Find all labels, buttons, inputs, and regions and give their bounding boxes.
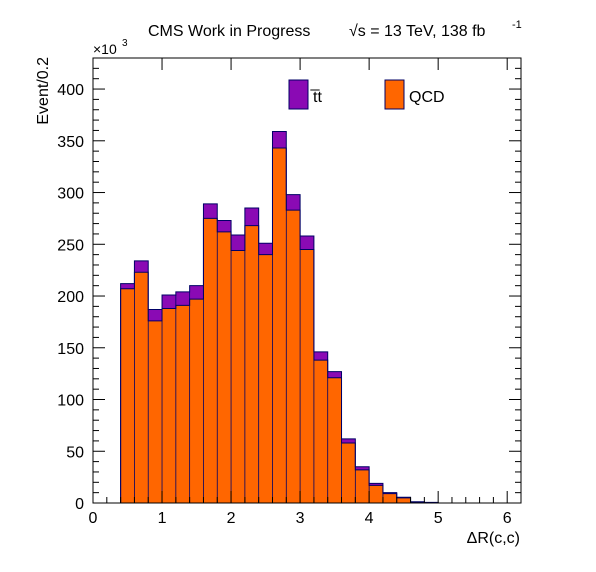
bar-ttbar (258, 243, 273, 255)
x-tick-label: 0 (89, 510, 98, 527)
bar-ttbar (300, 236, 314, 250)
bar-qcd (217, 231, 232, 503)
y-tick-label: 400 (57, 82, 84, 99)
bar-qcd (162, 308, 176, 503)
y-tick-label: 350 (57, 134, 84, 151)
x-tick-label: 5 (434, 510, 443, 527)
y-tick-label: 0 (75, 496, 84, 513)
bar-qcd (244, 225, 259, 503)
bar-ttbar (134, 260, 149, 273)
bar-qcd (148, 320, 163, 503)
bar-ttbar (382, 492, 397, 494)
x-tick-label: 2 (227, 510, 236, 527)
bar-qcd (355, 469, 370, 503)
plot-frame (92, 57, 522, 504)
bar-qcd (327, 377, 342, 503)
bar-ttbar (231, 234, 245, 251)
y-tick-label: 150 (57, 341, 84, 358)
bar-ttbar (120, 283, 135, 289)
y-tick-label: 100 (57, 393, 84, 410)
bar-qcd (175, 305, 190, 503)
bar-qcd (272, 148, 287, 503)
bar-ttbar (272, 131, 287, 149)
bars-group (120, 130, 439, 503)
bar-ttbar (148, 309, 163, 321)
legend-swatch (288, 79, 309, 110)
bar-ttbar (369, 483, 383, 486)
bar-qcd (369, 485, 383, 503)
x-tick-label: 6 (503, 510, 512, 527)
y-tick-label: 250 (57, 237, 84, 254)
bar-ttbar (244, 208, 259, 226)
bar-qcd (258, 254, 273, 503)
bar-ttbar (175, 291, 190, 306)
bar-ttbar (355, 466, 370, 470)
chart-title-energy: √s = 13 TeV, 138 fb (349, 23, 486, 40)
y-axis-label: Event/0.2 (35, 57, 52, 125)
legend-label: QCD (409, 89, 445, 106)
bar-qcd (341, 442, 356, 503)
bar-ttbar (189, 285, 204, 300)
bar-qcd (134, 272, 149, 503)
chart-title-lumi-exponent: -1 (512, 19, 522, 31)
y-multiplier-exponent: 3 (122, 38, 128, 49)
bar-qcd (410, 501, 425, 503)
bar-ttbar (341, 438, 356, 443)
total-outline (120, 130, 439, 503)
x-tick-label: 4 (365, 510, 374, 527)
legend-label: t̅t (310, 89, 322, 106)
bar-qcd (382, 493, 397, 503)
bar-ttbar (286, 194, 301, 211)
x-tick-label: 3 (296, 510, 305, 527)
y-multiplier: ×10 (93, 41, 117, 57)
y-tick-label: 50 (66, 444, 84, 461)
bar-ttbar (313, 351, 328, 361)
y-tick-label: 200 (57, 289, 84, 306)
bar-ttbar (217, 220, 232, 232)
qcd-outline (120, 147, 439, 503)
bar-qcd (231, 250, 245, 503)
bar-ttbar (327, 371, 342, 378)
bar-qcd (396, 497, 411, 503)
bar-ttbar (162, 294, 176, 309)
x-axis-label: ΔR(c,c) (467, 530, 520, 547)
y-tick-label: 300 (57, 186, 84, 203)
bar-ttbar (203, 203, 218, 219)
chart-title: CMS Work in Progress (148, 23, 310, 40)
legend: t̅t QCD (288, 79, 445, 110)
bar-qcd (313, 360, 328, 503)
axes-group: 0 1 2 3 4 5 6 0 50 100 150 200 250 300 350 400 (57, 57, 522, 527)
bar-qcd (300, 249, 314, 503)
bar-qcd (120, 288, 135, 503)
bar-qcd (203, 218, 218, 503)
bar-qcd (286, 210, 301, 503)
legend-swatch (384, 79, 405, 110)
bar-qcd (189, 299, 204, 503)
x-tick-label: 1 (158, 510, 167, 527)
